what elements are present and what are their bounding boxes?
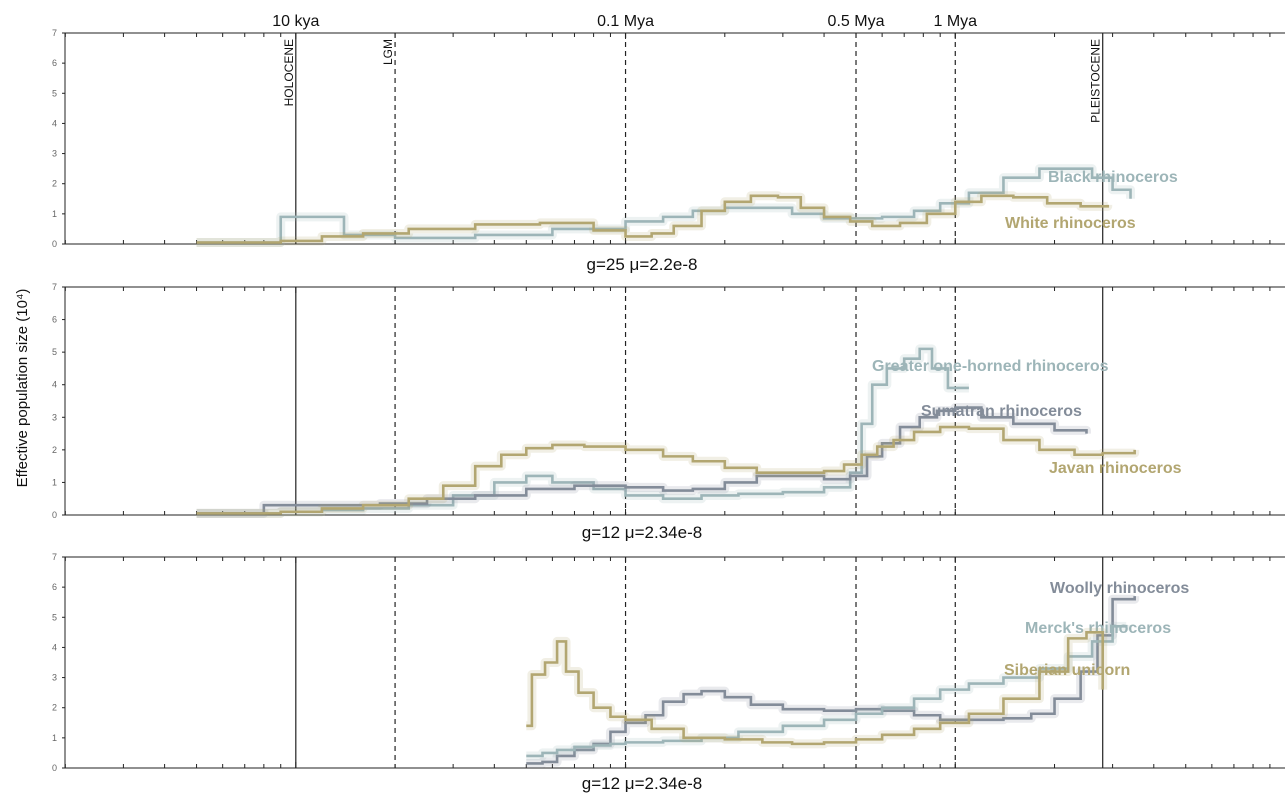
y-tick-label: 1 (52, 733, 57, 743)
y-tick-label: 4 (52, 118, 57, 128)
panel-parameter-label: g=12 μ=2.34e-8 (582, 774, 702, 793)
y-tick-label: 3 (52, 149, 57, 159)
series-line (526, 631, 1105, 746)
top-axis-label: 1 Mya (933, 13, 977, 30)
series-label: Siberian unicorn (1004, 662, 1130, 679)
y-tick-label: 1 (52, 209, 57, 219)
series-label: Javan rhinoceros (1049, 460, 1182, 477)
series-line (196, 425, 1136, 515)
y-tick-label: 6 (52, 315, 57, 325)
y-tick-label: 5 (52, 88, 57, 98)
y-tick-label: 0 (52, 763, 57, 773)
series-label: Black rhinoceros (1048, 169, 1178, 186)
series-line (526, 596, 1136, 765)
y-tick-label: 3 (52, 673, 57, 683)
reference-line-label: LGM (381, 39, 395, 65)
series-line (526, 624, 1128, 758)
panel-parameter-label: g=12 μ=2.34e-8 (582, 523, 702, 542)
series-line (196, 406, 1088, 515)
y-tick-label: 5 (52, 612, 57, 622)
series-label: Sumatran rhinoceros (921, 403, 1082, 420)
y-tick-label: 7 (52, 552, 57, 562)
panel-parameter-label: g=25 μ=2.2e-8 (587, 255, 698, 274)
series-line (196, 194, 1110, 244)
y-axis-title: Effective population size (10⁴) (14, 289, 31, 488)
top-axis-label: 0.5 Mya (828, 13, 885, 30)
series-label: Woolly rhinoceros (1050, 580, 1189, 597)
top-axis-label: 10 kya (272, 13, 319, 30)
y-tick-label: 6 (52, 58, 57, 68)
reference-line-label: HOLOCENE (282, 39, 296, 106)
reference-line-label: PLEISTOCENE (1089, 39, 1103, 123)
y-tick-label: 7 (52, 282, 57, 292)
y-tick-label: 4 (52, 642, 57, 652)
y-tick-label: 2 (52, 179, 57, 189)
y-tick-label: 0 (52, 510, 57, 520)
series-label: White rhinoceros (1005, 215, 1136, 232)
y-tick-label: 5 (52, 347, 57, 357)
y-tick-label: 7 (52, 28, 57, 38)
y-tick-label: 4 (52, 380, 57, 390)
y-tick-label: 1 (52, 477, 57, 487)
series-line (196, 167, 1132, 244)
series-label: Merck's rhinoceros (1025, 620, 1171, 637)
y-tick-label: 2 (52, 445, 57, 455)
y-tick-label: 2 (52, 703, 57, 713)
y-tick-label: 3 (52, 412, 57, 422)
y-tick-label: 0 (52, 239, 57, 249)
series-label: Greater one-horned rhinoceros (872, 358, 1109, 375)
top-axis-label: 0.1 Mya (597, 13, 654, 30)
y-tick-label: 6 (52, 582, 57, 592)
